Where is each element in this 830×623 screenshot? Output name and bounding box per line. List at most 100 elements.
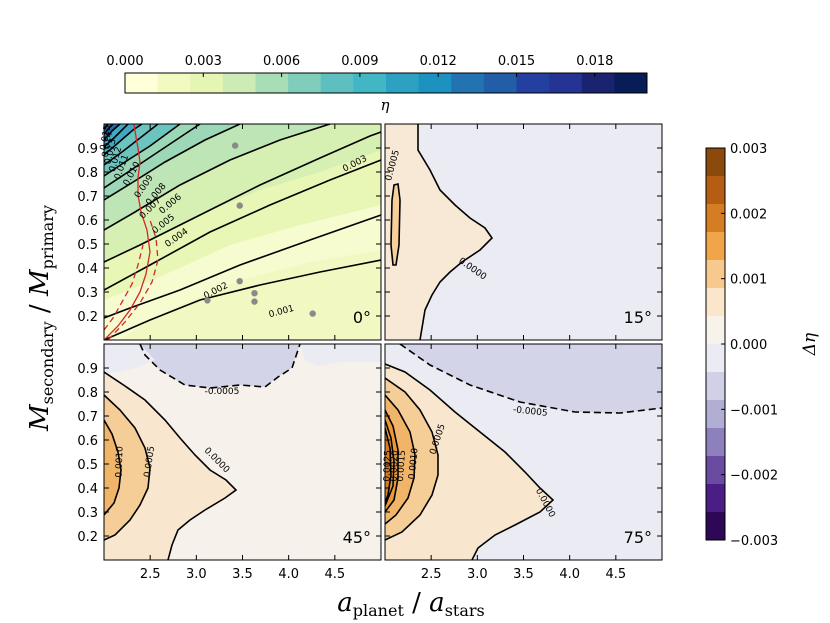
top-colorbar-tick-label: 0.003	[185, 54, 222, 69]
right-colorbar-tick-label: 0.001	[730, 273, 767, 288]
contour-label: -0.0005	[205, 387, 240, 397]
contour-0.005	[104, 124, 331, 231]
contour-0.0000	[104, 371, 238, 560]
delta-band-neg-region	[104, 344, 381, 374]
right-colorbar-cell	[706, 372, 725, 401]
x-tick-label: 3.5	[232, 567, 253, 582]
system-point	[309, 310, 316, 317]
axis-ticks: 0.2 0.3 0.4 0.5 0.6 0.7 0.8 0.9 2.5 3.0 3.5 4.0 4.5 0…	[77, 124, 662, 582]
y-tick-label: 0.5	[77, 238, 98, 253]
contour-0.0005	[104, 394, 151, 541]
top-colorbar-ticks: 0.000 0.003 0.006 0.009 0.012 0.015 0.018	[106, 54, 613, 77]
panel-45deg: -0.0005 0.0010 0.0005 0.0000 45°	[103, 343, 382, 561]
delta-band-0.0000	[385, 124, 492, 340]
top-colorbar-tick-label: 0.015	[498, 54, 535, 69]
contour-0.013	[104, 124, 114, 135]
system-point	[236, 202, 243, 209]
contour-0.0005	[390, 183, 401, 266]
top-colorbar-cell	[549, 73, 583, 93]
right-colorbar-cell	[706, 288, 725, 317]
delta-band-0.0010	[104, 420, 121, 515]
top-colorbar: 0.000 0.003 0.006 0.009 0.012 0.015 0.018 η	[106, 54, 648, 114]
top-colorbar-cell	[483, 73, 517, 93]
right-colorbar-tick-label: −0.002	[730, 469, 778, 484]
right-colorbar-cell	[706, 344, 725, 373]
panel-75deg-fills	[385, 344, 662, 560]
contour-0.003	[104, 159, 381, 291]
y-tick-label: 0.6	[77, 214, 98, 229]
x-tick-label: 2.5	[140, 567, 161, 582]
top-colorbar-tick-label: 0.012	[420, 54, 457, 69]
x-tick-label: 4.0	[559, 567, 580, 582]
right-colorbar-tick-label: 0.002	[730, 207, 767, 222]
system-point	[251, 298, 258, 305]
top-colorbar-cell	[614, 73, 648, 93]
top-colorbar-cell	[418, 73, 452, 93]
right-colorbar-cell	[706, 260, 725, 289]
right-colorbar-cell	[706, 204, 725, 233]
top-colorbar-cell	[222, 73, 256, 93]
top-colorbar-cell	[451, 73, 485, 93]
contour-label: 0.0010	[114, 446, 125, 478]
top-colorbar-tick-label: 0.000	[106, 54, 143, 69]
top-colorbar-cell	[516, 73, 550, 93]
contour-0.014	[104, 124, 109, 130]
top-colorbar-tick-label: 0.018	[576, 54, 613, 69]
contour-0.006	[104, 124, 241, 201]
x-tick-label: 4.5	[324, 567, 345, 582]
top-colorbar-cell	[157, 73, 191, 93]
panel-0deg-points	[204, 142, 316, 317]
panel-15deg-fills	[385, 124, 492, 340]
y-tick-label: 0.9	[77, 362, 98, 377]
stability-limit-lower	[104, 244, 144, 331]
x-tick-label: 4.5	[605, 567, 626, 582]
right-colorbar-tick-label: 0.000	[730, 338, 767, 353]
top-colorbar-cells	[125, 73, 648, 93]
contour-0.0000	[417, 124, 494, 340]
top-colorbar-cell	[353, 73, 387, 93]
top-colorbar-cell	[581, 73, 615, 93]
right-colorbar-tick-label: −0.001	[730, 403, 778, 418]
panel-75deg-title: 75°	[624, 528, 652, 547]
eta-band-0.010	[104, 124, 142, 155]
right-colorbar-ticks: 0.003 0.002 0.001 0.000 −0.001 −0.002 −0.003	[721, 142, 778, 549]
contour-0.010	[104, 124, 143, 156]
y-tick-label: 0.2	[77, 530, 98, 545]
system-point	[251, 290, 258, 297]
y-tick-label: 0.7	[77, 190, 98, 205]
right-colorbar-cell	[706, 428, 725, 457]
contour-label: 0.0020	[389, 450, 400, 482]
y-tick-label: 0.9	[77, 142, 98, 157]
contour-0.001	[104, 259, 381, 340]
y-tick-label: 0.5	[77, 458, 98, 473]
system-point	[204, 297, 211, 304]
contour-0.0010	[104, 419, 122, 516]
y-tick-label: 0.4	[77, 262, 98, 277]
right-colorbar-cell	[706, 400, 725, 429]
contour-0.007	[104, 124, 201, 189]
contour-0.011	[104, 124, 129, 148]
top-colorbar-cell	[190, 73, 224, 93]
panel-0deg-contours	[104, 124, 381, 340]
right-colorbar-cell	[706, 148, 725, 177]
delta-band-neg0.0005	[400, 344, 662, 413]
delta-band-0.0005	[391, 184, 400, 265]
right-colorbar-cell	[706, 512, 725, 541]
right-colorbar-cell	[706, 456, 725, 485]
contour-0.0015	[385, 409, 399, 513]
x-tick-label: 3.5	[513, 567, 534, 582]
contour-0.0020	[385, 419, 395, 507]
y-tick-label: 0.3	[77, 286, 98, 301]
contour-0.0010	[385, 394, 416, 525]
stability-limit-upper	[107, 219, 159, 340]
y-tick-label: 0.3	[77, 506, 98, 521]
right-colorbar-cell	[706, 176, 725, 205]
contour-label: 0.015	[99, 124, 113, 151]
contour-0.012	[104, 124, 121, 141]
panel-0deg-title: 0°	[353, 308, 371, 327]
delta-band-pos0.0000	[104, 372, 236, 560]
eta-band-0.006	[104, 124, 240, 200]
contour-neg0.0005	[399, 344, 662, 414]
x-tick-label: 4.0	[278, 567, 299, 582]
